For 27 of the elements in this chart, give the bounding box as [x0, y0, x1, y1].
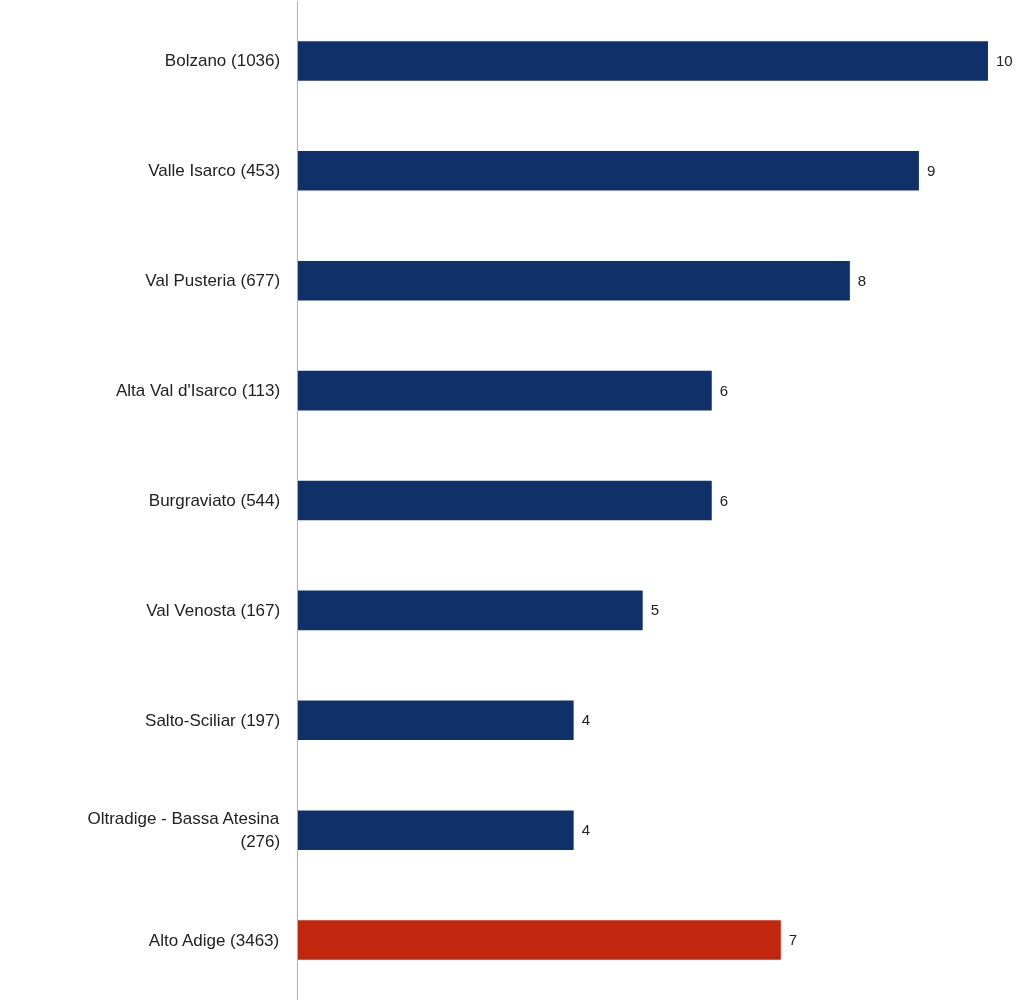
y-tick-label: Val Venosta (167) [146, 600, 281, 620]
bar [297, 920, 781, 960]
y-tick-label: Val Pusteria (677) [145, 271, 281, 291]
data-label: 4 [581, 821, 590, 839]
data-label: 6 [719, 381, 729, 399]
y-tick-label: Burgraviato (544) [148, 491, 281, 510]
bar [297, 480, 712, 521]
y-tick-label: Salto-Sciliar (197) [145, 710, 281, 730]
y-tick-label: Valle Isarco (453) [148, 161, 281, 181]
y-tick-label: Alta Val d'Isarco (113) [115, 381, 281, 401]
bar [297, 41, 988, 81]
data-label: 5 [650, 601, 660, 619]
bar [297, 590, 643, 631]
data-label: 6 [719, 491, 729, 509]
y-tick-label: Alto Adige (3463) [148, 930, 280, 950]
data-label: 9 [926, 161, 936, 179]
bar [297, 810, 574, 850]
bar [297, 151, 919, 191]
data-label: 10 [995, 51, 1013, 69]
y-tick-label: Bolzano (1036) [164, 51, 281, 71]
data-label: 7 [788, 931, 798, 949]
data-label: 8 [857, 271, 867, 289]
data-label: 4 [581, 711, 590, 729]
bar [297, 260, 850, 301]
bar [297, 370, 712, 411]
y-tick-label: Oltradige - Bassa Atesina (276) [87, 809, 281, 852]
bar [297, 700, 574, 741]
